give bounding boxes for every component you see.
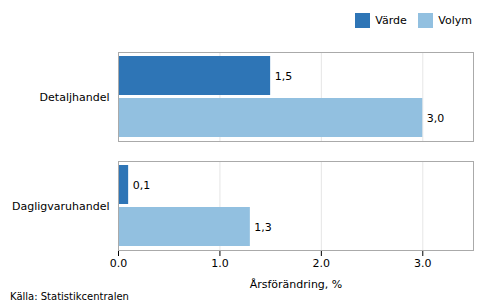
svg-text:2.0: 2.0 [313, 257, 331, 270]
svg-text:Årsförändring, %: Årsförändring, % [250, 277, 343, 290]
svg-text:1,5: 1,5 [275, 69, 293, 82]
svg-text:1.0: 1.0 [211, 257, 229, 270]
svg-text:Dagligvaruhandel: Dagligvaruhandel [12, 199, 110, 212]
svg-text:0,1: 0,1 [133, 178, 151, 191]
svg-text:3,0: 3,0 [427, 111, 445, 124]
html-text:Källa: Statistikcentralen: Källa: Statistikcentralen [10, 290, 129, 302]
svg-text:0.0: 0.0 [110, 257, 128, 270]
svg-text:3.0: 3.0 [414, 257, 432, 270]
html-text:Värde: Värde [375, 14, 407, 27]
svg-text:1,3: 1,3 [254, 220, 272, 233]
svg-text:Detaljhandel: Detaljhandel [40, 90, 110, 103]
html-text:Volym: Volym [438, 14, 472, 27]
